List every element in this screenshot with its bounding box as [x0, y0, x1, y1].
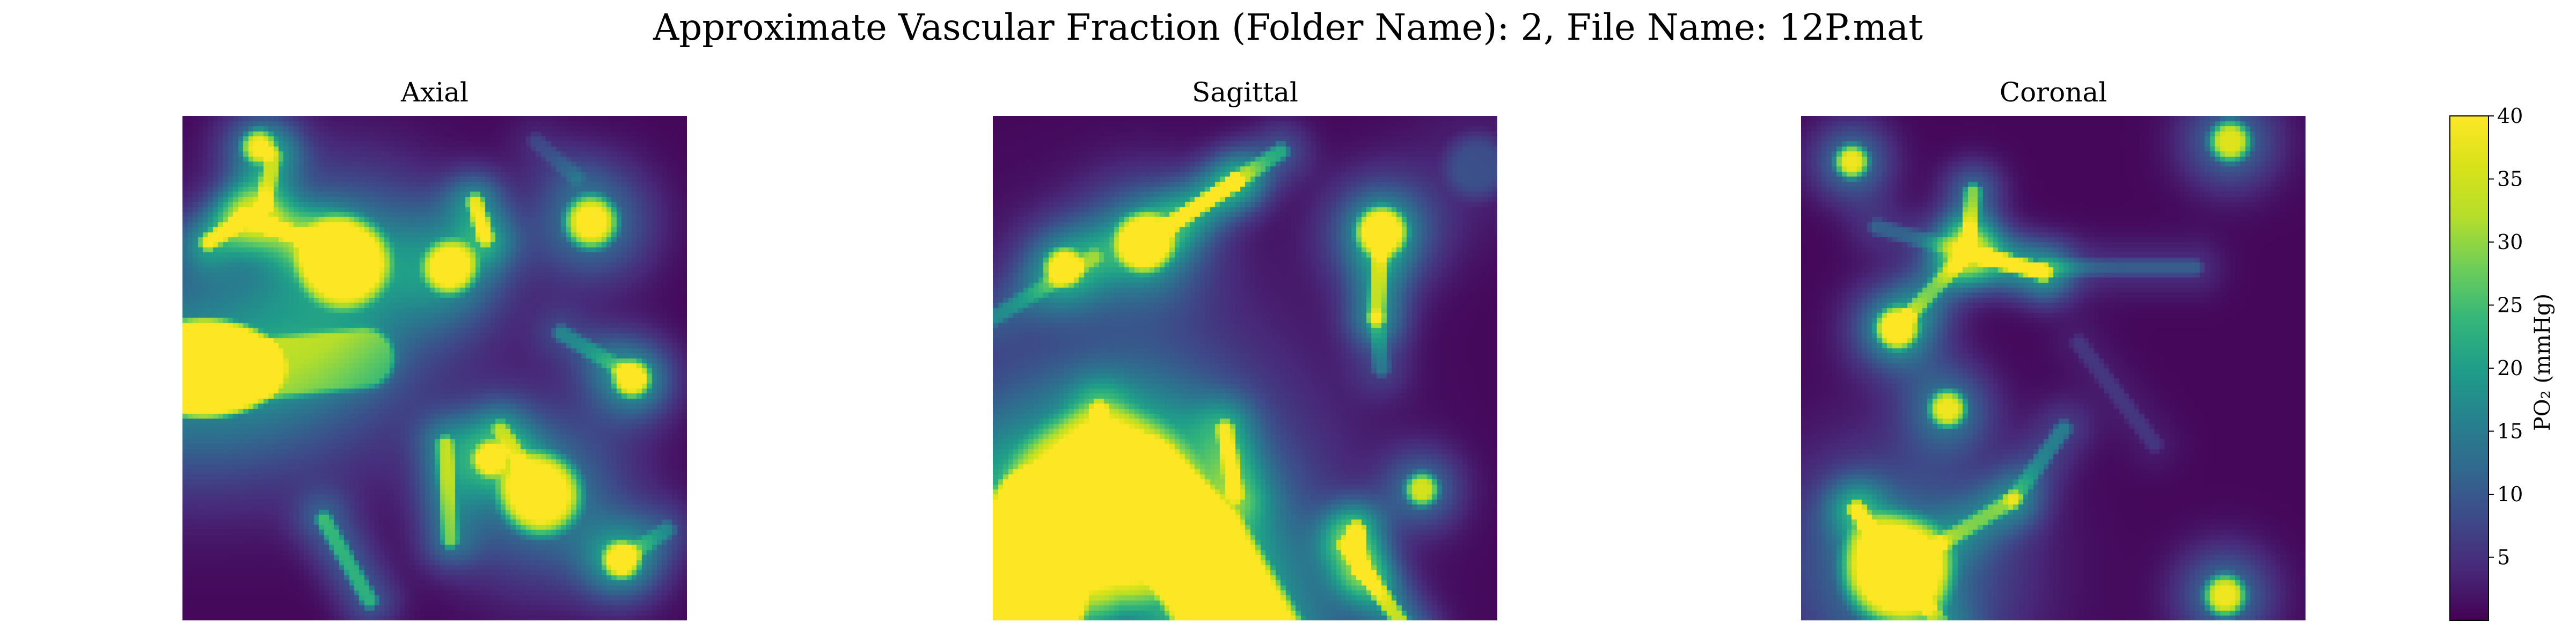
colorbar-tick-label: 5	[2497, 546, 2510, 569]
coronal-heatmap	[1801, 116, 2306, 620]
figure-suptitle: Approximate Vascular Fraction (Folder Na…	[653, 6, 1923, 48]
colorbar-tick-label: 40	[2497, 107, 2523, 128]
colorbar-gradient	[2449, 115, 2489, 621]
axial-heatmap	[182, 116, 687, 620]
colorbar-tick-label: 15	[2497, 420, 2523, 443]
sagittal-title: Sagittal	[1191, 77, 1299, 108]
colorbar-tick-label: 25	[2497, 294, 2523, 317]
sagittal-heatmap	[993, 116, 1497, 620]
colorbar: 5 10 15 20 25 30 35 40	[2449, 107, 2523, 621]
colorbar-tick-label: 35	[2497, 167, 2523, 191]
colorbar-tick-label: 20	[2497, 356, 2523, 380]
colorbar-label: PO₂ (mmHg)	[2530, 293, 2555, 431]
coronal-title: Coronal	[1999, 77, 2107, 108]
axial-title: Axial	[400, 77, 469, 108]
colorbar-tick-label: 10	[2497, 482, 2523, 506]
colorbar-tick-label: 30	[2497, 230, 2523, 254]
